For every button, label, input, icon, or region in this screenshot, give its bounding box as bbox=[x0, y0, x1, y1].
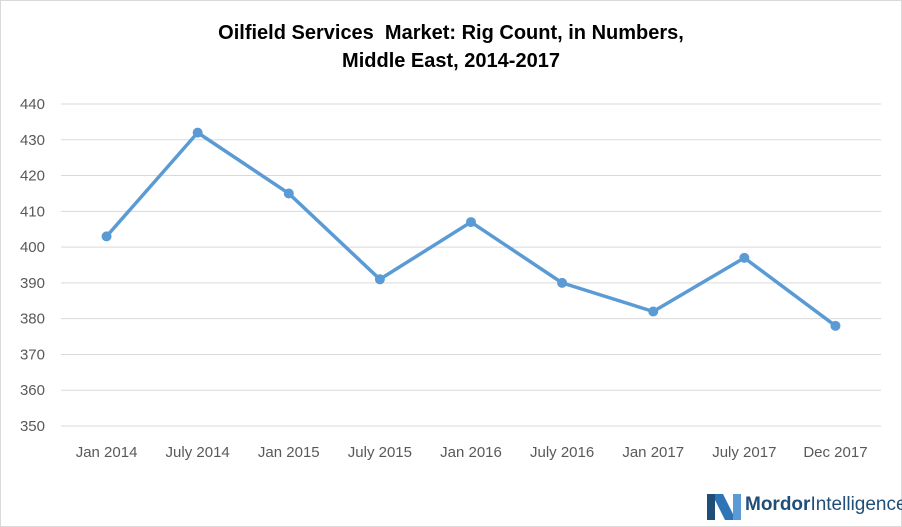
x-tick-label: July 2015 bbox=[348, 444, 412, 461]
y-tick-label: 350 bbox=[20, 418, 45, 435]
y-tick-label: 390 bbox=[20, 275, 45, 292]
data-point bbox=[739, 252, 750, 263]
chart-title: Oilfield Services Market: Rig Count, in … bbox=[1, 19, 901, 75]
data-point bbox=[557, 277, 568, 288]
data-point bbox=[374, 274, 385, 285]
y-tick-label: 430 bbox=[20, 132, 45, 149]
data-point bbox=[101, 231, 112, 242]
x-tick-label: Jan 2014 bbox=[76, 444, 138, 461]
y-tick-label: 410 bbox=[20, 203, 45, 220]
mordor-intelligence-logo: MordorIntelligence bbox=[707, 492, 902, 524]
y-tick-label: 420 bbox=[20, 168, 45, 185]
y-tick-label: 400 bbox=[20, 239, 45, 256]
data-point bbox=[466, 217, 476, 228]
logo-word-mordor: Mordor bbox=[745, 494, 811, 515]
x-tick-label: July 2014 bbox=[166, 444, 230, 461]
x-tick-label: Jan 2016 bbox=[440, 444, 502, 461]
logo-wordmark: MordorIntelligence bbox=[745, 494, 902, 516]
y-tick-label: 370 bbox=[20, 346, 45, 363]
y-tick-label: 380 bbox=[20, 311, 45, 328]
logo-word-intelligence: Intelligence bbox=[810, 494, 902, 515]
data-point bbox=[283, 188, 294, 199]
y-tick-label: 360 bbox=[20, 382, 45, 399]
y-tick-label: 440 bbox=[20, 96, 45, 113]
x-tick-label: July 2017 bbox=[712, 444, 776, 461]
series-rig-count bbox=[101, 127, 841, 331]
x-tick-label: Jan 2017 bbox=[622, 444, 684, 461]
x-tick-label: Dec 2017 bbox=[803, 444, 867, 461]
x-axis-tick-labels: Jan 2014 July 2014 Jan 2015 July 2015 Jan 20… bbox=[76, 444, 868, 461]
chart-title-line-1: Oilfield Services Market: Rig Count, in … bbox=[218, 22, 684, 44]
y-axis-tick-labels: 350 360 370 380 390 400 410 420 430 440 bbox=[20, 96, 45, 435]
x-tick-label: July 2016 bbox=[530, 444, 594, 461]
data-point bbox=[830, 320, 841, 331]
series-line bbox=[105, 130, 837, 328]
x-tick-label: Jan 2015 bbox=[258, 444, 320, 461]
mordor-logo-icon bbox=[707, 494, 741, 520]
chart-title-line-2: Middle East, 2014-2017 bbox=[342, 50, 560, 72]
data-point bbox=[192, 127, 203, 138]
data-point bbox=[648, 306, 659, 317]
gridlines bbox=[61, 103, 881, 427]
